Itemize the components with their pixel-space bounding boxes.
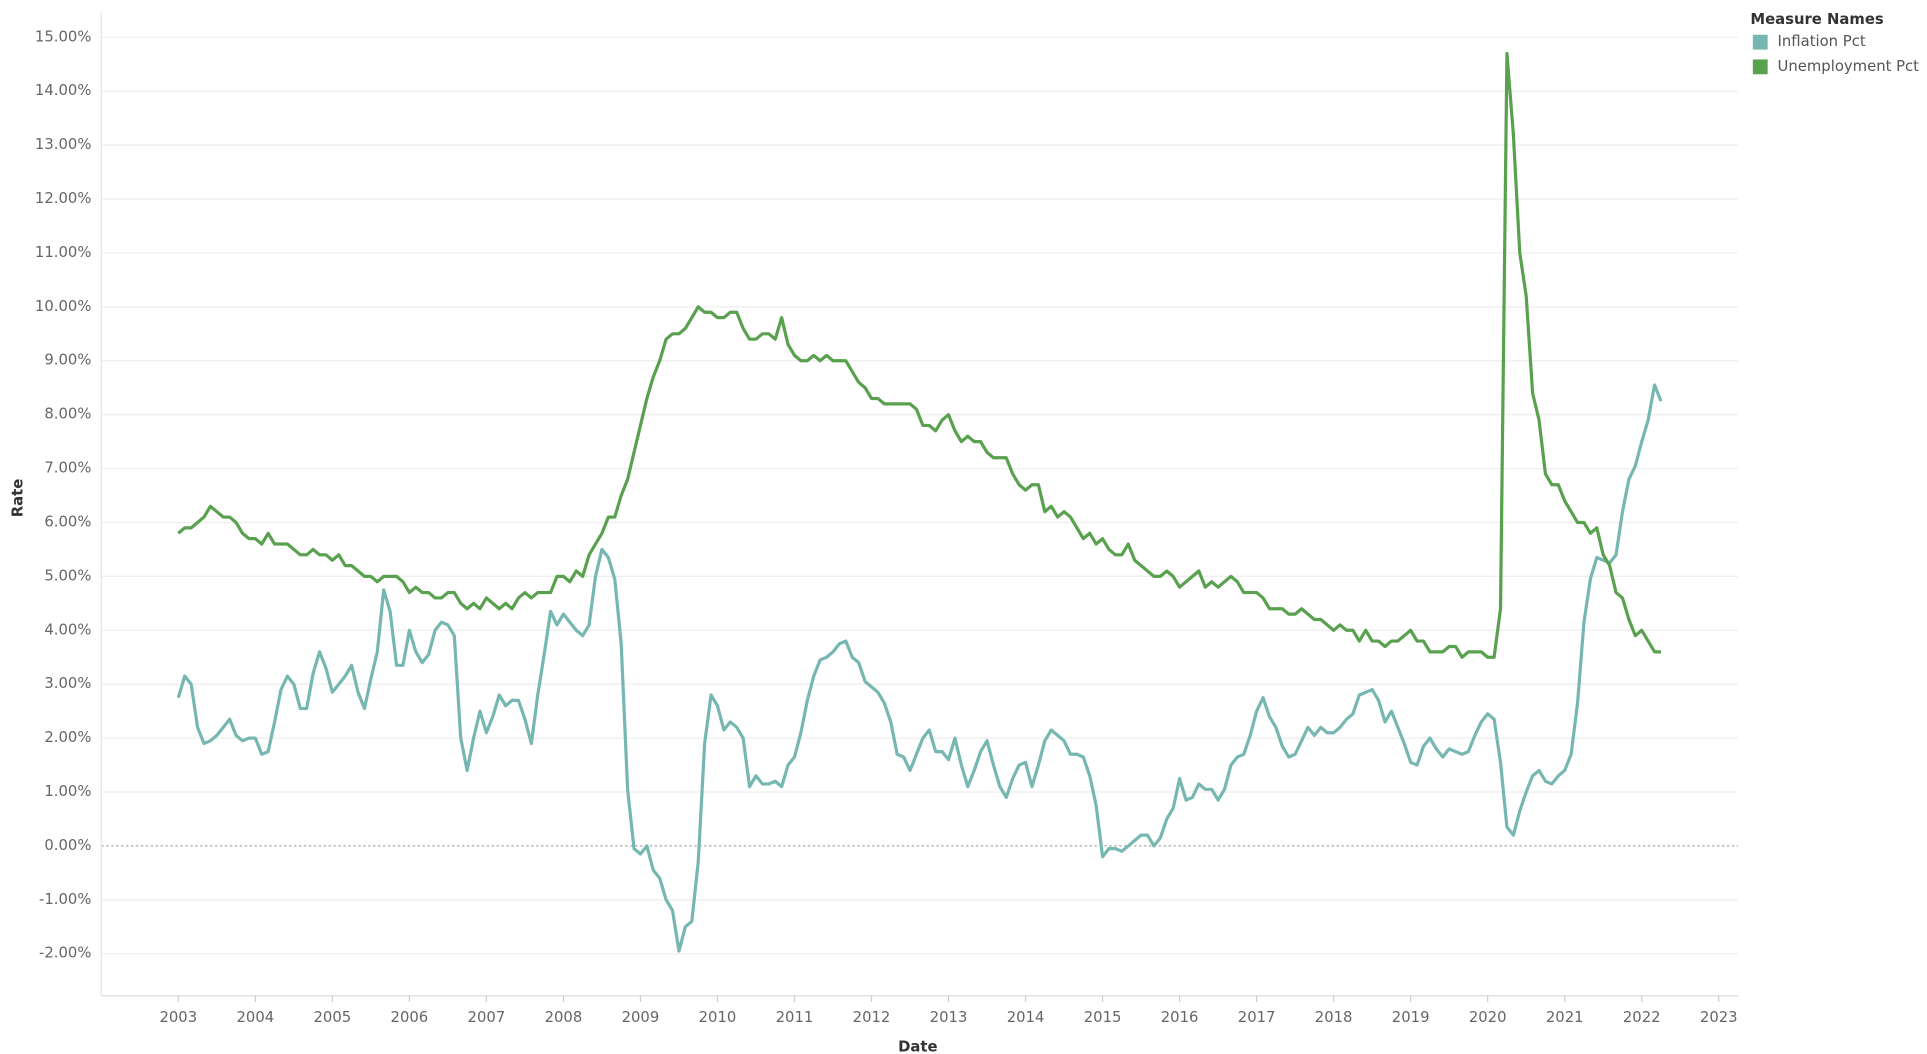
x-tick-label: 2016 — [1161, 1009, 1199, 1026]
x-tick-label: 2018 — [1315, 1009, 1353, 1026]
x-tick-label: 2009 — [622, 1009, 660, 1026]
x-tick-label: 2021 — [1546, 1009, 1584, 1026]
y-tick-label: 13.00% — [35, 136, 91, 153]
x-tick-label: 2003 — [159, 1009, 197, 1026]
y-tick-label: 14.00% — [35, 82, 91, 99]
x-tick-label: 2007 — [468, 1009, 506, 1026]
x-tick-label: 2022 — [1623, 1009, 1661, 1026]
y-tick-label: 5.00% — [44, 567, 91, 584]
x-tick-label: 2011 — [776, 1009, 814, 1026]
y-tick-label: 10.00% — [35, 298, 91, 315]
x-tick-label: 2015 — [1084, 1009, 1122, 1026]
x-tick-label: 2006 — [391, 1009, 429, 1026]
y-tick-label: 7.00% — [44, 460, 91, 477]
y-tick-label: 6.00% — [44, 513, 91, 530]
y-tick-label: 2.00% — [44, 729, 91, 746]
y-tick-label: 15.00% — [35, 28, 91, 45]
y-tick-label: 9.00% — [44, 352, 91, 369]
x-tick-label: 2013 — [930, 1009, 968, 1026]
legend-swatch — [1752, 59, 1768, 75]
legend-title: Measure Names — [1750, 11, 1884, 28]
y-tick-label: 0.00% — [44, 837, 91, 854]
legend-label: Unemployment Pct — [1778, 58, 1920, 75]
y-tick-label: 1.00% — [44, 783, 91, 800]
legend: Measure Names Inflation Pct Unemployment … — [1750, 11, 1919, 75]
y-tick-label: 3.00% — [44, 675, 91, 692]
x-tick-label: 2005 — [314, 1009, 352, 1026]
x-tick-label: 2020 — [1469, 1009, 1507, 1026]
y-axis-title: Rate — [10, 479, 27, 518]
y-tick-label: -1.00% — [39, 891, 91, 908]
x-tick-label: 2010 — [699, 1009, 737, 1026]
x-axis-title: Date — [898, 1039, 937, 1054]
x-tick-label: 2008 — [545, 1009, 583, 1026]
x-tick-label: 2014 — [1007, 1009, 1045, 1026]
y-tick-label: 8.00% — [44, 406, 91, 423]
x-tick-label: 2019 — [1392, 1009, 1430, 1026]
y-tick-label: -2.00% — [39, 945, 91, 962]
legend-swatch — [1752, 34, 1768, 50]
x-tick-label: 2017 — [1238, 1009, 1276, 1026]
x-tick-label: 2023 — [1700, 1009, 1738, 1026]
x-tick-label: 2012 — [853, 1009, 891, 1026]
y-tick-label: 12.00% — [35, 190, 91, 207]
legend-label: Inflation Pct — [1778, 33, 1866, 50]
series-line — [176, 383, 1663, 953]
series-line — [177, 51, 1661, 659]
y-tick-label: 4.00% — [44, 621, 91, 638]
y-tick-label: 11.00% — [35, 244, 91, 261]
x-tick-label: 2004 — [236, 1009, 274, 1026]
